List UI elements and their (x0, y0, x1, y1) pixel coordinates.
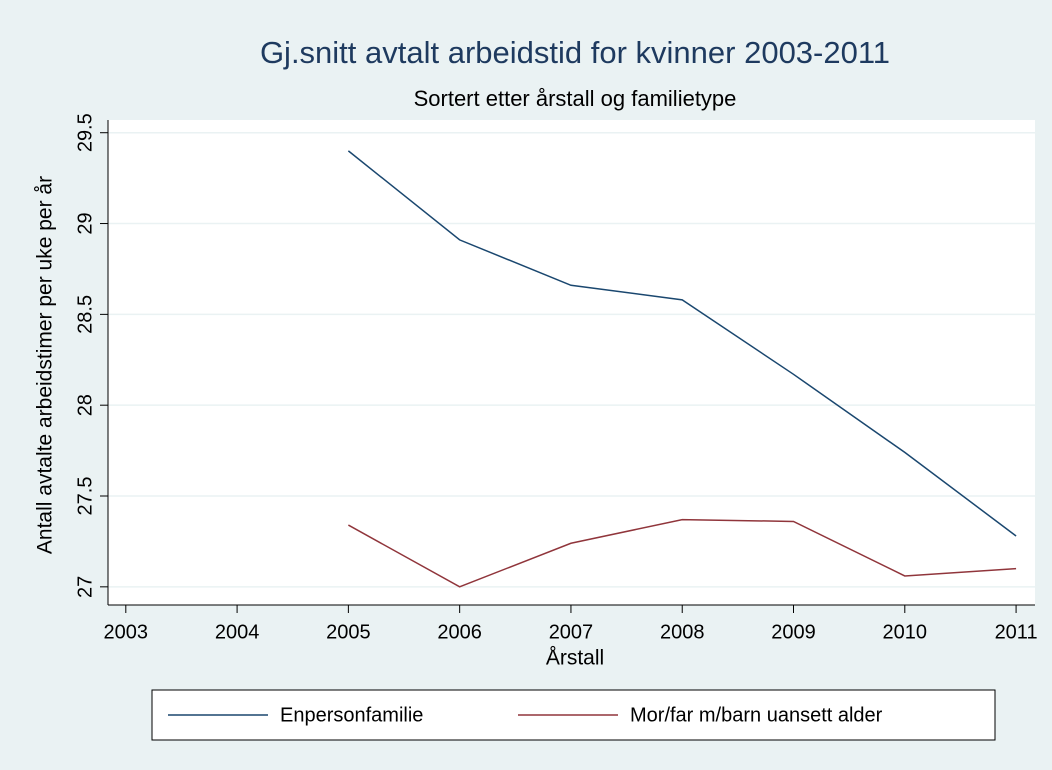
x-tick-label: 2008 (660, 621, 705, 643)
x-tick-label: 2006 (437, 621, 482, 643)
x-tick-label: 2004 (215, 621, 260, 643)
x-tick-label: 2005 (326, 621, 371, 643)
legend-label: Mor/far m/barn uansett alder (630, 704, 883, 726)
x-axis-label: Årstall (546, 647, 604, 670)
y-tick-label: 28 (74, 394, 96, 416)
x-tick-label: 2009 (771, 621, 816, 643)
line-series (347, 150, 1017, 537)
line-series (348, 518, 1017, 588)
y-axis-label: Antall avtalte arbeidstimer per uke per … (34, 176, 57, 554)
y-tick-label: 29 (74, 212, 96, 234)
x-tick-label: 2010 (883, 621, 928, 643)
x-tick-label: 2007 (549, 621, 594, 643)
y-tick-label: 27 (74, 576, 96, 598)
legend-label: Enpersonfamilie (280, 704, 423, 726)
y-tick-label: 28.5 (74, 295, 96, 334)
chart-subtitle: Sortert etter årstall og familietype (414, 86, 737, 111)
y-tick-label: 29.5 (74, 113, 96, 152)
chart-title: Gj.snitt avtalt arbeidstid for kvinner 2… (260, 35, 890, 70)
x-tick-label: 2011 (995, 621, 1038, 643)
y-tick-label: 27.5 (74, 477, 96, 516)
x-tick-label: 2003 (104, 621, 149, 643)
plot-area (108, 120, 1035, 605)
